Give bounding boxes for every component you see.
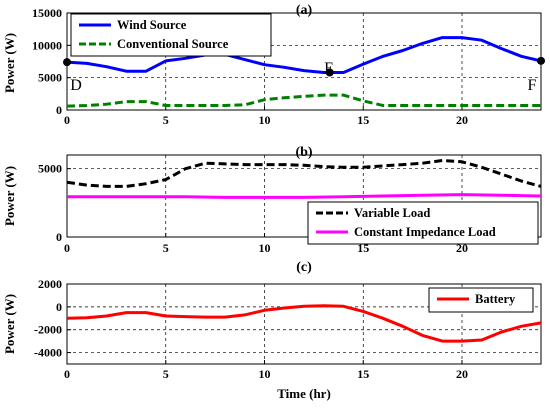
series-line-variable-load — [66, 159, 542, 188]
annotation-label-d: D — [70, 77, 82, 94]
legend-label-variable-load: Variable Load — [354, 206, 430, 220]
panel-c: (c) 0 5 10 15 20 -4000 -2000 0 2000 Power (W) Time … — [2, 260, 542, 401]
legend: Wind Source Conventional Source — [70, 13, 272, 57]
x-tick-label: 10 — [259, 113, 271, 127]
x-tick-label: 5 — [163, 367, 169, 381]
series-line-wind-source — [66, 36, 542, 74]
annotation-label-e: E — [324, 60, 334, 77]
x-tick-label: 10 — [259, 367, 271, 381]
x-tick-label: 15 — [357, 113, 369, 127]
panel-label: (b) — [295, 145, 312, 160]
y-tick-label: 0 — [56, 103, 62, 117]
legend-label-constant-impedance-load: Constant Impedance Load — [354, 225, 496, 239]
y-tick-label: 0 — [56, 300, 62, 314]
y-axis-label: Power (W) — [2, 166, 17, 226]
legend-label-conventional-source: Conventional Source — [117, 37, 229, 51]
y-tick-label: 15000 — [32, 6, 62, 20]
y-tick-label: 2000 — [38, 277, 62, 291]
y-tick-label: 5000 — [38, 162, 62, 176]
y-tick-label: -4000 — [34, 346, 62, 360]
legend: Variable Load Constant Impedance Load — [307, 201, 539, 245]
series-line-battery — [66, 304, 542, 343]
x-tick-label: 20 — [456, 367, 468, 381]
x-tick-label: 20 — [456, 113, 468, 127]
annotation-marker-e — [325, 68, 334, 77]
x-tick-label: 15 — [357, 367, 369, 381]
x-tick-label: 5 — [163, 241, 169, 255]
x-tick-label: 10 — [259, 241, 271, 255]
panel-label: (c) — [296, 260, 312, 275]
y-tick-label: -2000 — [34, 323, 62, 337]
legend-label-wind-source: Wind Source — [117, 18, 187, 32]
y-tick-label: 0 — [56, 230, 62, 244]
x-tick-label: 5 — [163, 113, 169, 127]
legend-box — [307, 201, 539, 245]
x-axis-label: Time (hr) — [277, 386, 331, 401]
annotation-marker-f — [537, 56, 545, 65]
x-tick-label: 0 — [64, 113, 70, 127]
y-tick-label: 5000 — [38, 71, 62, 85]
y-axis-label: Power (W) — [2, 294, 17, 354]
panel-label: (a) — [296, 3, 313, 18]
legend: Battery — [428, 287, 534, 313]
series-line-conventional-source — [66, 93, 541, 108]
legend-label-battery: Battery — [475, 292, 516, 306]
y-axis-label: Power (W) — [2, 33, 17, 93]
x-tick-label: 0 — [64, 241, 70, 255]
y-tick-label: 10000 — [32, 38, 62, 52]
annotation-label-f: F — [528, 77, 537, 94]
x-tick-label: 0 — [64, 367, 70, 381]
annotation-marker-d — [63, 58, 71, 67]
series-line-constant-impedance-load — [67, 193, 542, 199]
legend-box — [70, 13, 272, 57]
panel-a: (a) 0 5 10 15 20 0 5000 10000 15000 Power (W) D E F Wi… — [2, 3, 545, 127]
